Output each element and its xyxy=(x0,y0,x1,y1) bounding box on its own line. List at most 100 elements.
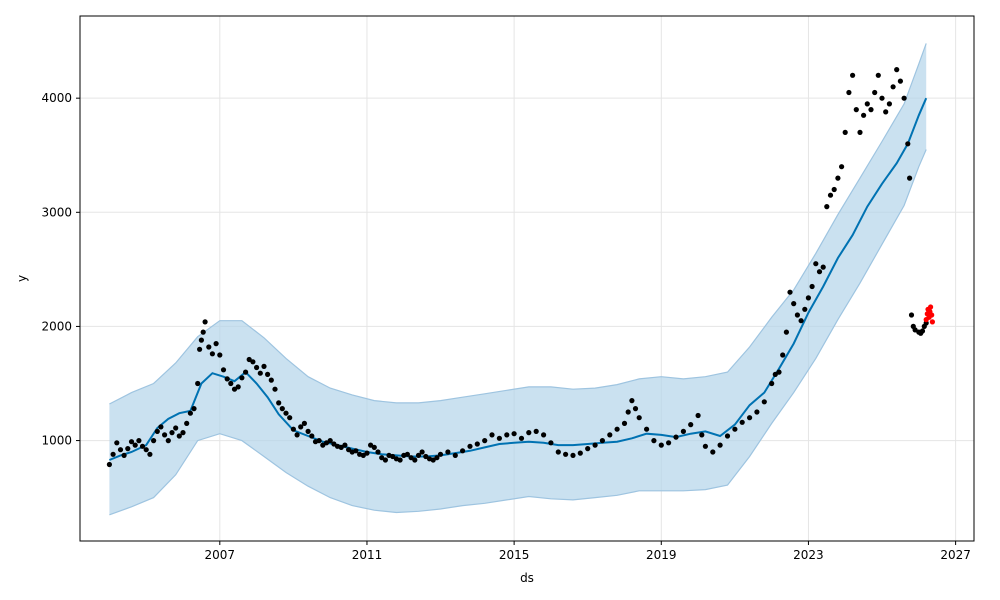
observed-point-171 xyxy=(883,109,889,115)
observed-point-177 xyxy=(905,141,911,147)
forecast-line xyxy=(109,97,928,461)
observed-point-69 xyxy=(353,448,359,454)
observed-point-135 xyxy=(732,426,738,432)
observed-point-54 xyxy=(298,424,304,430)
observed-point-53 xyxy=(294,432,300,438)
y-axis-title: y xyxy=(15,275,29,282)
observed-point-83 xyxy=(404,451,410,457)
observed-point-117 xyxy=(621,420,628,426)
y-tick-label-3: 4000 xyxy=(41,91,72,105)
observed-point-25 xyxy=(197,346,203,352)
observed-point-42 xyxy=(254,364,260,371)
observed-point-44 xyxy=(261,363,267,369)
observed-point-0 xyxy=(106,461,112,468)
observed-point-10 xyxy=(143,447,149,453)
observed-point-21 xyxy=(184,420,190,426)
observed-point-50 xyxy=(283,410,289,416)
observed-point-86 xyxy=(415,452,422,458)
observed-point-59 xyxy=(316,438,322,444)
observed-point-184 xyxy=(919,328,926,334)
observed-point-24 xyxy=(195,380,201,387)
observed-point-45 xyxy=(265,371,271,377)
observed-point-81 xyxy=(397,457,403,463)
observed-point-104 xyxy=(526,430,532,436)
observed-point-43 xyxy=(257,370,263,376)
observed-point-156 xyxy=(827,192,834,198)
observed-point-164 xyxy=(857,129,863,135)
observed-point-145 xyxy=(787,289,793,295)
observed-point-161 xyxy=(846,89,852,96)
observed-point-28 xyxy=(202,319,208,325)
observed-point-41 xyxy=(250,359,256,365)
observed-point-178 xyxy=(907,175,913,181)
observed-point-71 xyxy=(360,452,366,458)
observed-point-155 xyxy=(824,204,830,210)
observed-point-130 xyxy=(699,432,705,438)
observed-point-55 xyxy=(301,420,307,426)
x-tick-label-5: 2027 xyxy=(940,548,971,562)
observed-point-122 xyxy=(644,426,650,432)
observed-point-149 xyxy=(802,306,808,312)
observed-point-128 xyxy=(688,422,694,428)
observed-point-20 xyxy=(180,430,186,436)
observed-point-111 xyxy=(577,450,583,456)
observed-point-151 xyxy=(809,283,815,290)
observed-point-88 xyxy=(423,453,429,460)
observed-point-126 xyxy=(673,434,679,440)
observed-point-157 xyxy=(831,186,837,193)
observed-point-49 xyxy=(279,406,285,412)
observed-point-3 xyxy=(117,447,124,453)
observed-point-119 xyxy=(629,398,635,404)
recent-point-6 xyxy=(929,312,935,318)
x-tick-label-4: 2023 xyxy=(793,548,824,562)
observed-point-121 xyxy=(636,415,642,421)
observed-point-101 xyxy=(504,432,510,438)
x-axis-title: ds xyxy=(520,571,534,585)
observed-point-170 xyxy=(879,95,885,101)
observed-point-9 xyxy=(139,443,146,449)
observed-point-110 xyxy=(570,452,576,458)
observed-point-166 xyxy=(864,101,870,107)
observed-point-137 xyxy=(747,415,753,421)
observed-point-23 xyxy=(191,406,197,412)
observed-point-106 xyxy=(541,432,547,438)
observed-point-56 xyxy=(305,428,311,434)
observed-point-34 xyxy=(224,376,230,382)
observed-point-12 xyxy=(151,438,157,444)
observed-point-22 xyxy=(187,410,193,416)
observed-point-146 xyxy=(791,301,797,307)
observed-point-91 xyxy=(434,455,440,461)
observed-point-167 xyxy=(868,107,874,113)
observed-point-98 xyxy=(482,438,488,444)
observed-point-94 xyxy=(452,452,458,458)
observed-point-112 xyxy=(585,446,591,452)
observed-point-8 xyxy=(136,438,142,444)
observed-point-153 xyxy=(816,269,823,275)
observed-point-131 xyxy=(702,443,709,449)
observed-point-75 xyxy=(375,449,381,455)
observed-point-48 xyxy=(276,400,282,406)
observed-point-14 xyxy=(158,424,164,430)
observed-point-1 xyxy=(110,451,116,457)
observed-point-13 xyxy=(154,428,160,434)
observed-point-136 xyxy=(739,419,745,425)
observed-point-109 xyxy=(563,451,569,457)
observed-point-27 xyxy=(200,329,206,335)
observed-point-114 xyxy=(599,438,606,444)
y-tick-label-2: 3000 xyxy=(41,205,72,219)
observed-point-154 xyxy=(820,264,826,270)
observed-point-99 xyxy=(489,432,495,438)
observed-point-105 xyxy=(533,428,539,434)
observed-point-160 xyxy=(842,129,848,135)
observed-point-159 xyxy=(839,164,845,170)
recent-point-7 xyxy=(929,319,936,325)
observed-point-15 xyxy=(162,432,168,438)
y-tick-label-1: 2000 xyxy=(41,319,72,333)
observed-point-179 xyxy=(908,312,915,318)
observed-point-147 xyxy=(794,312,801,318)
observed-point-168 xyxy=(872,89,878,96)
uncertainty-lower-edge xyxy=(109,149,927,516)
observed-point-176 xyxy=(901,95,907,101)
observed-point-148 xyxy=(798,318,804,324)
observed-points xyxy=(106,67,929,468)
